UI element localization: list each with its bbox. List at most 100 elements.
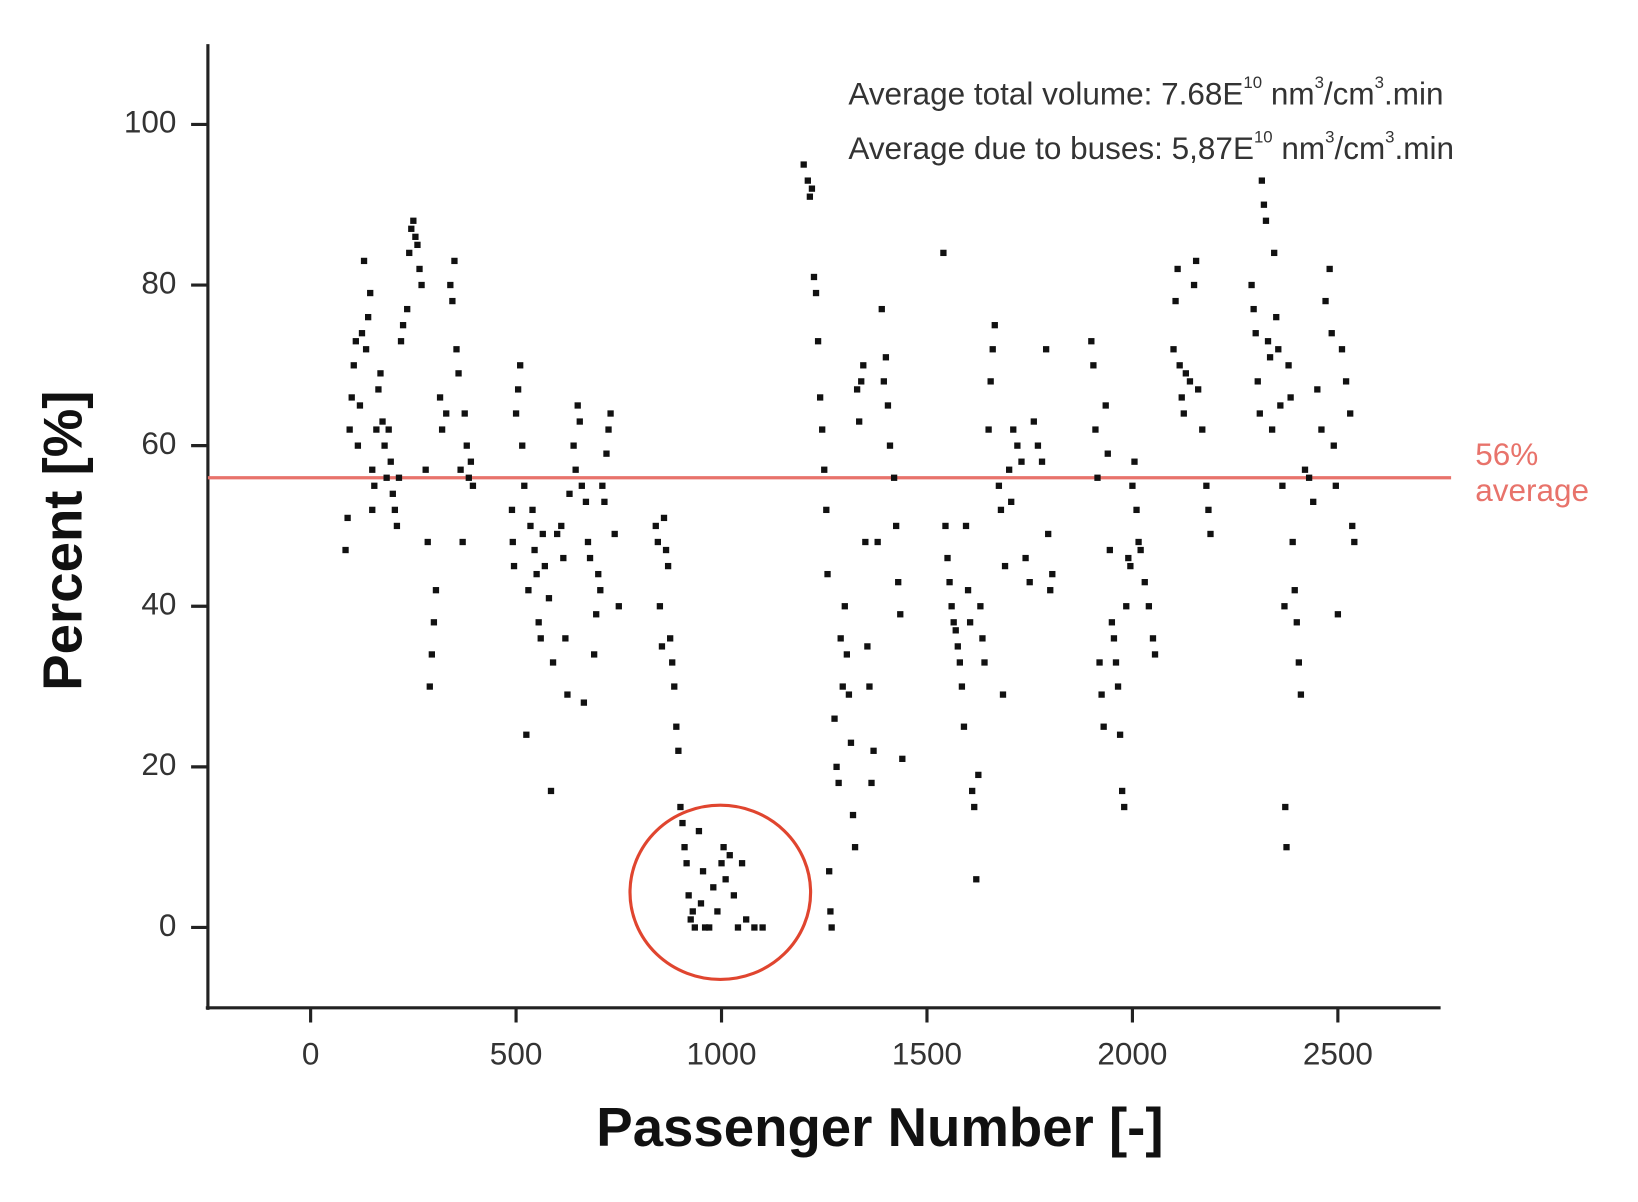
point — [527, 522, 534, 530]
point — [962, 522, 970, 530]
point — [404, 305, 411, 313]
point — [975, 771, 982, 779]
point — [451, 257, 458, 265]
point — [1260, 201, 1268, 208]
point — [689, 908, 696, 915]
point — [517, 362, 524, 369]
point — [469, 482, 477, 489]
point — [675, 747, 682, 754]
point — [956, 659, 963, 666]
point — [356, 402, 364, 409]
point — [391, 506, 399, 514]
point — [389, 490, 396, 497]
point — [858, 378, 865, 385]
point — [882, 354, 890, 361]
point — [1137, 546, 1144, 554]
point — [1096, 659, 1103, 666]
annotation-text: /cm — [1334, 130, 1385, 166]
point — [1328, 330, 1335, 337]
point — [1108, 619, 1116, 626]
point — [416, 265, 423, 273]
point — [1291, 587, 1298, 594]
point — [1256, 410, 1263, 417]
point — [601, 498, 608, 505]
point — [697, 900, 705, 907]
point — [664, 562, 672, 570]
point — [578, 482, 585, 489]
point — [514, 386, 522, 393]
point — [849, 811, 857, 819]
point — [973, 876, 980, 883]
point — [658, 643, 666, 650]
point — [1131, 458, 1138, 465]
point — [1172, 297, 1179, 305]
point — [952, 627, 959, 634]
point — [722, 876, 729, 883]
point — [874, 538, 881, 546]
point — [375, 386, 382, 393]
point — [531, 546, 538, 554]
point — [810, 273, 818, 281]
y-tick-label: 100 — [124, 104, 177, 140]
point — [837, 635, 844, 642]
point — [979, 635, 986, 642]
y-tick-label: 80 — [141, 264, 176, 300]
point — [1282, 803, 1289, 811]
point — [886, 442, 894, 449]
point — [738, 860, 746, 867]
x-tick-label: 1500 — [892, 1035, 962, 1071]
annotation-text: /cm — [1324, 76, 1375, 112]
y-tick-label: 40 — [141, 586, 176, 622]
point — [576, 418, 583, 425]
point — [1018, 458, 1025, 465]
point — [969, 787, 976, 795]
point — [1116, 731, 1124, 738]
point — [453, 346, 460, 353]
point — [1289, 538, 1296, 546]
point — [1277, 402, 1284, 409]
point — [673, 723, 680, 730]
point — [685, 892, 692, 899]
point — [1305, 474, 1313, 481]
point — [995, 482, 1003, 489]
point — [1351, 538, 1358, 546]
point — [726, 852, 733, 859]
point — [399, 322, 407, 329]
point — [1008, 498, 1015, 505]
point — [823, 506, 830, 514]
x-tick-label: 2500 — [1303, 1035, 1373, 1071]
point — [835, 779, 842, 787]
point — [519, 442, 526, 449]
point — [671, 683, 678, 690]
point — [414, 241, 421, 249]
point — [730, 892, 738, 899]
x-tick-label: 1000 — [686, 1035, 756, 1071]
point — [603, 450, 610, 457]
point — [950, 619, 957, 626]
point — [677, 803, 684, 811]
point — [1182, 370, 1189, 377]
point — [605, 426, 612, 433]
point — [523, 731, 530, 738]
point — [350, 362, 357, 369]
point — [558, 522, 565, 530]
point — [971, 803, 978, 811]
point — [1342, 378, 1350, 385]
point — [884, 402, 892, 409]
point — [348, 394, 355, 401]
point — [734, 924, 742, 931]
point — [465, 474, 472, 481]
superscript: 3 — [1385, 128, 1394, 147]
point — [895, 579, 902, 586]
point — [1178, 394, 1185, 401]
point — [1314, 386, 1321, 393]
point — [1038, 458, 1046, 465]
point — [1318, 426, 1325, 433]
point — [582, 498, 590, 505]
point — [535, 619, 542, 626]
point — [1347, 410, 1354, 417]
point — [960, 723, 968, 730]
point — [989, 346, 996, 353]
point — [987, 378, 994, 385]
point — [1034, 442, 1042, 449]
